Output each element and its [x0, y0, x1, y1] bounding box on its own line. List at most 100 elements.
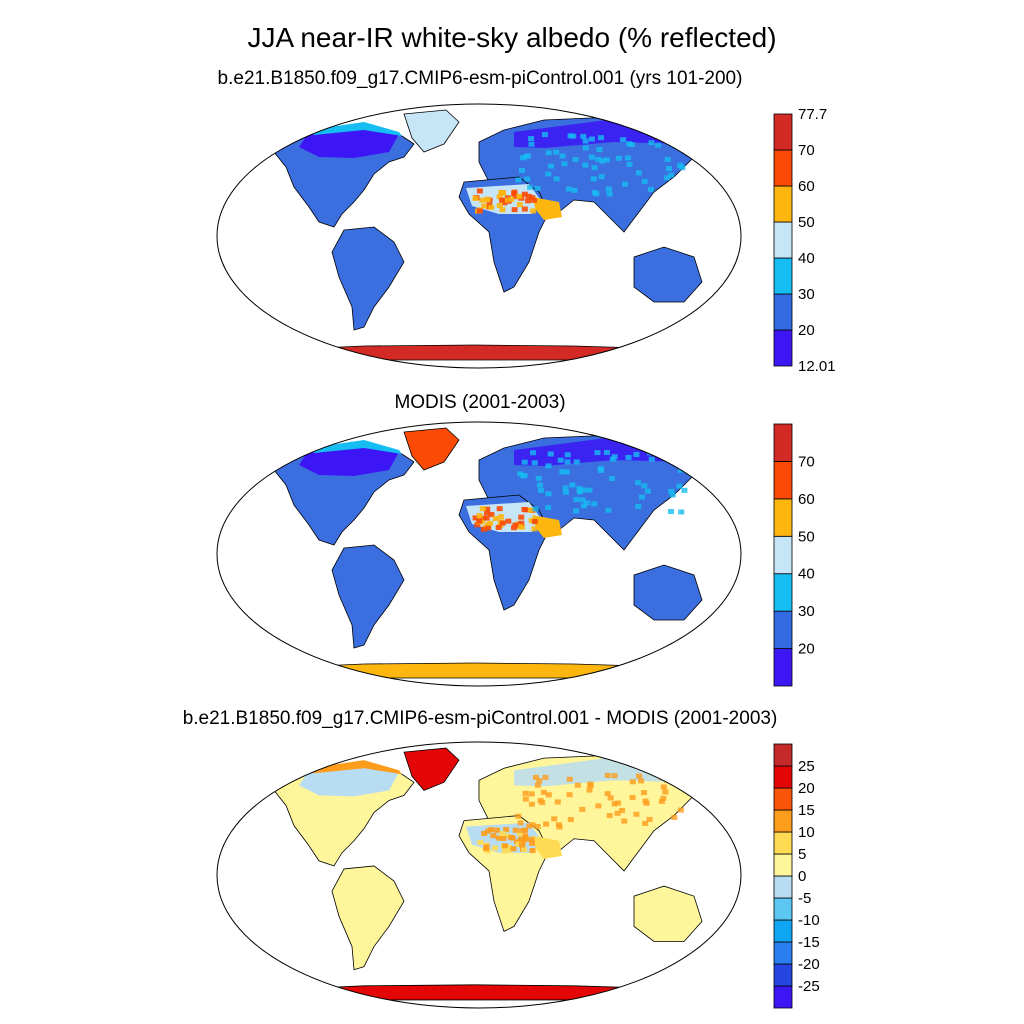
- desert-cell: [530, 208, 537, 214]
- land-cell: [611, 773, 618, 779]
- colorbar-label: 5: [798, 846, 806, 863]
- land-cell: [594, 450, 601, 456]
- desert-cell: [499, 197, 506, 203]
- desert-cell: [476, 188, 483, 194]
- land-cell: [534, 824, 541, 830]
- land-cell: [579, 806, 586, 812]
- desert-cell: [502, 843, 509, 849]
- colorbar-swatch: [773, 329, 793, 367]
- colorbar-label: -15: [798, 934, 820, 951]
- desert-cell: [512, 194, 519, 200]
- land-cell: [635, 480, 642, 486]
- land-cell: [537, 797, 544, 803]
- land-cell: [582, 145, 589, 151]
- land-cell: [562, 485, 569, 491]
- desert-cell: [528, 836, 535, 842]
- figure-title: JJA near-IR white-sky albedo (% reflecte…: [247, 22, 777, 53]
- colorbar-swatch: [773, 610, 793, 649]
- land-cell: [564, 452, 571, 458]
- desert-cell: [472, 195, 479, 201]
- desert-cell: [481, 830, 488, 836]
- desert-cell: [518, 842, 525, 848]
- land-cell: [545, 150, 552, 156]
- desert-cell: [501, 200, 508, 206]
- desert-cell: [518, 520, 525, 526]
- desert-cell: [484, 506, 491, 512]
- desert-cell: [487, 520, 494, 526]
- land-cell: [667, 138, 674, 144]
- desert-cell: [522, 836, 529, 842]
- land-cell: [547, 451, 554, 457]
- land-cell: [580, 133, 587, 139]
- model-albedo-map: [216, 103, 742, 369]
- land-cell: [522, 790, 529, 796]
- land-cell: [565, 186, 572, 192]
- land-cell: [548, 163, 555, 169]
- land-cell: [528, 791, 535, 797]
- land-cell: [647, 186, 654, 192]
- australia: [633, 564, 703, 621]
- colorbar-swatch: [773, 185, 793, 223]
- desert-cell: [505, 518, 512, 524]
- desert-cell: [512, 522, 519, 528]
- colorbar-swatch: [773, 113, 793, 151]
- colorbar-swatch: [773, 809, 793, 833]
- desert-cell: [531, 519, 538, 525]
- land-cell: [619, 807, 626, 813]
- colorbar-swatch: [773, 787, 793, 811]
- land-cell: [573, 459, 580, 465]
- land-cell: [576, 485, 583, 491]
- desert-cell: [521, 206, 528, 212]
- arabian-desert: [532, 515, 562, 538]
- land-cell: [515, 177, 522, 183]
- land-cell: [517, 820, 524, 826]
- land-cell: [620, 137, 627, 143]
- desert-cell: [508, 834, 515, 840]
- land-cell: [638, 494, 645, 500]
- land-cell: [536, 482, 543, 488]
- desert-cell: [485, 828, 492, 834]
- map-boundary: [216, 421, 742, 687]
- colorbar-label: 40: [798, 566, 815, 583]
- land-cell: [668, 172, 675, 178]
- land-cell: [625, 454, 632, 460]
- land-cell: [545, 171, 552, 177]
- colorbar-label: 12.01: [798, 358, 836, 375]
- land-cell: [677, 807, 684, 813]
- land-cell: [597, 465, 604, 471]
- land-cell: [572, 157, 579, 163]
- land-cell: [586, 487, 593, 493]
- land-cell: [621, 181, 628, 187]
- land-cell: [669, 492, 676, 498]
- colorbar-swatch: [773, 743, 793, 767]
- greenland: [403, 747, 460, 791]
- desert-cell: [529, 840, 536, 846]
- land-cell: [629, 794, 636, 801]
- colorbar-label: 70: [798, 142, 815, 159]
- land-cell: [587, 781, 594, 787]
- land-cell: [615, 155, 622, 161]
- map-boundary: [216, 103, 742, 369]
- land-cell: [524, 176, 531, 182]
- desert-cell: [508, 196, 515, 202]
- antarctica: [263, 662, 695, 679]
- land-cell: [559, 153, 566, 159]
- land-cell: [635, 503, 642, 509]
- land-cell: [582, 162, 589, 168]
- land-cell: [526, 823, 533, 829]
- desert-cell: [527, 507, 534, 513]
- desert-cell: [503, 826, 510, 833]
- land-cell: [641, 178, 648, 184]
- land-cell: [537, 487, 544, 493]
- desert-cell: [512, 827, 519, 833]
- land-cell: [528, 136, 535, 142]
- land-cell: [541, 132, 548, 138]
- desert-cell: [500, 190, 507, 196]
- antarctica: [263, 344, 695, 361]
- land-cell: [579, 497, 586, 503]
- land-cell: [540, 789, 547, 795]
- land-cell: [604, 791, 611, 797]
- desert-cell: [491, 845, 498, 851]
- land-cell: [681, 487, 688, 493]
- land-cell: [586, 787, 593, 793]
